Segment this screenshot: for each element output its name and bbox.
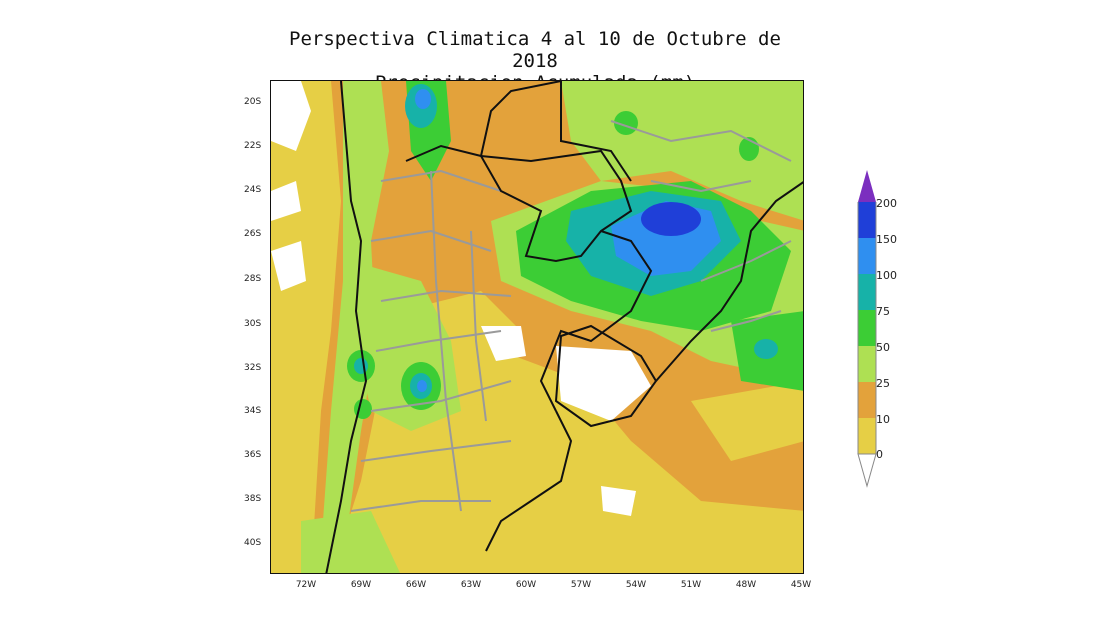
lat-label: 26S [244, 229, 262, 239]
precip-zone-under-0-south [601, 486, 636, 516]
border-brazil-argentina [539, 230, 653, 412]
lat-label: 20S [244, 97, 262, 107]
precip-zone-100-150-andes [417, 380, 427, 392]
lat-label: 34S [244, 406, 262, 416]
lon-label: 72W [295, 580, 317, 590]
precip-zone-75-100-southeast [754, 339, 778, 359]
legend-swatch-200-plus [858, 170, 876, 202]
lat-label: 36S [244, 450, 262, 460]
precip-zone-0-10-east [691, 381, 803, 461]
precip-zone-25-50-west-strip [319, 81, 389, 573]
map-title-line1: Perspectiva Climatica 4 al 10 de Octubre… [289, 28, 781, 72]
lon-label: 66W [405, 580, 427, 590]
precipitation-map-svg [271, 81, 803, 573]
lat-label: 32S [244, 363, 262, 373]
border-chile-argentina [325, 81, 368, 573]
lat-label: 30S [244, 319, 262, 329]
border-paraguay [479, 149, 633, 263]
precip-zone-under-0-north [271, 81, 311, 151]
precipitation-map [270, 80, 804, 574]
legend-swatch-25-50 [858, 346, 876, 382]
lat-label: 38S [244, 494, 262, 504]
legend-label: 50 [876, 341, 890, 354]
legend-label: 150 [876, 233, 897, 246]
legend-label: 75 [876, 305, 890, 318]
precip-color-legend [857, 170, 877, 488]
border-bolivia [480, 81, 562, 157]
legend-outline [857, 202, 877, 454]
lon-label: 45W [790, 580, 812, 590]
precip-zone-150-200-core [641, 202, 701, 236]
precip-zone-under-0-west-b [271, 241, 306, 291]
border-argentina-bolivia [405, 144, 482, 162]
border-uruguay [554, 324, 658, 428]
legend-label: 10 [876, 413, 890, 426]
legend-swatch-100-150 [858, 238, 876, 274]
lat-label: 28S [244, 274, 262, 284]
precip-zone-under-0-pampa [481, 326, 526, 361]
precip-zone-75-100-andes-west [354, 358, 368, 374]
precip-zone-under-0-uruguay [556, 346, 651, 421]
legend-swatch-0-10 [858, 418, 876, 454]
lon-label: 69W [350, 580, 372, 590]
lat-label: 40S [244, 538, 262, 548]
border-river-plate [485, 410, 573, 552]
precip-zone-25-50-south-andes [301, 511, 401, 573]
legend-swatch-150-200 [858, 202, 876, 238]
legend-swatch-10-25 [858, 382, 876, 418]
lon-label: 54W [625, 580, 647, 590]
legend-swatch-50-75 [858, 310, 876, 346]
lon-label: 51W [680, 580, 702, 590]
lon-label: 60W [515, 580, 537, 590]
legend-swatch-75-100 [858, 274, 876, 310]
legend-swatch-under-0 [857, 453, 877, 488]
legend-label: 100 [876, 269, 897, 282]
province-borders [350, 120, 792, 512]
border-coastline-brazil [655, 181, 803, 382]
precip-zone-under-0-west-a [271, 181, 301, 221]
legend-label: 200 [876, 197, 897, 210]
lon-label: 63W [460, 580, 482, 590]
lon-label: 48W [735, 580, 757, 590]
legend-label: 0 [876, 448, 883, 461]
precip-zone-100-150-north [415, 89, 431, 109]
border-brazil-bolivia [560, 81, 632, 182]
country-borders [325, 81, 803, 573]
lat-label: 22S [244, 141, 262, 151]
legend-label: 25 [876, 377, 890, 390]
lon-label: 57W [570, 580, 592, 590]
lat-label: 24S [244, 185, 262, 195]
